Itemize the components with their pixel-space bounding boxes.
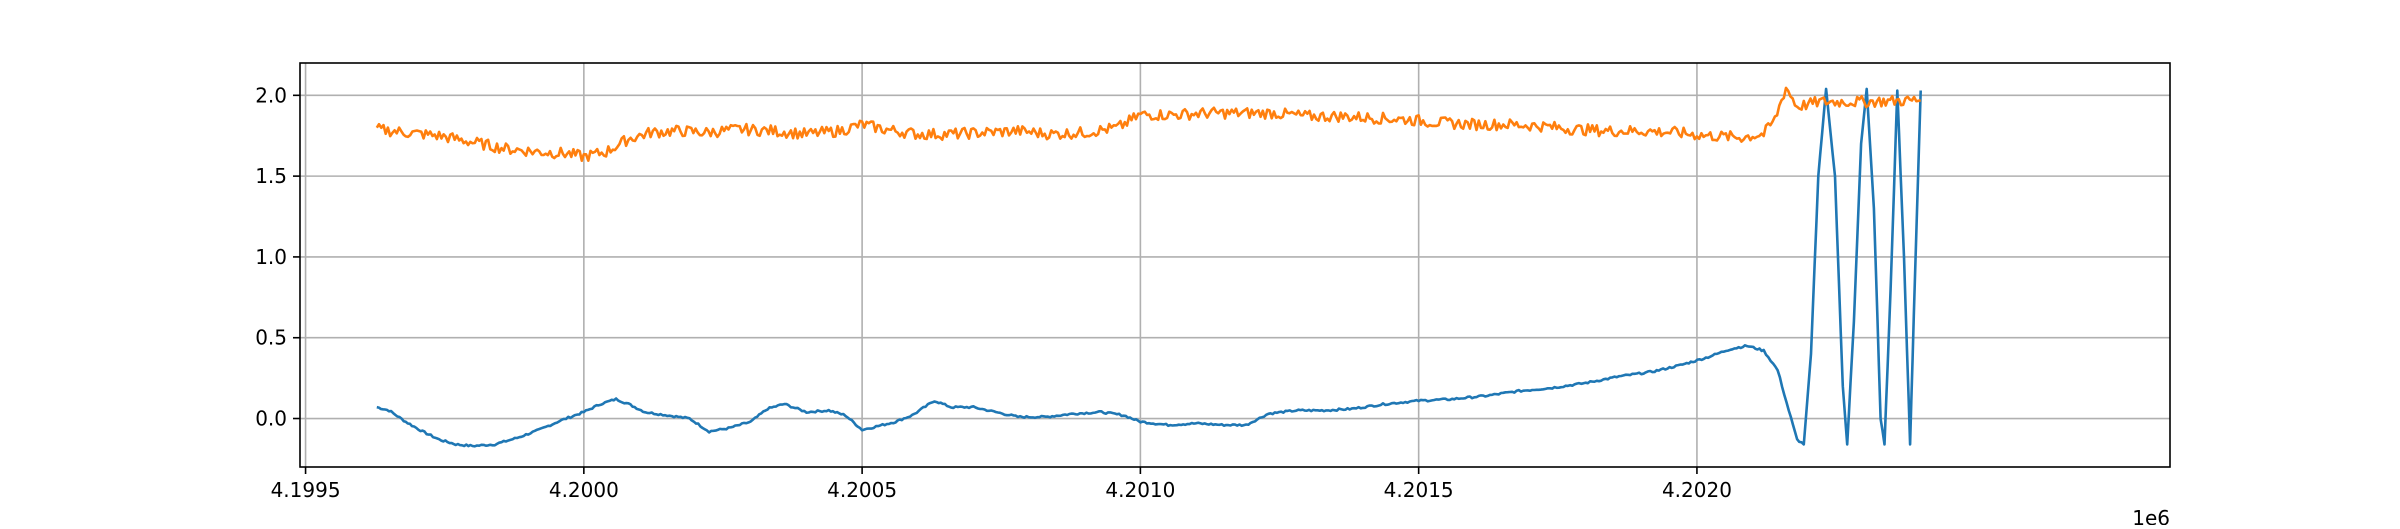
y-tick-label: 0.5 [255,326,287,350]
x-tick-label: 4.2010 [1105,478,1175,502]
axis-ticks: 4.1995 4.2000 4.2005 4.2010 4.2015 4.2020 0.0 0… [255,83,1732,502]
x-tick-label: 4.2005 [827,478,897,502]
axes-frame [299,62,2171,468]
grid [300,63,2170,467]
x-tick-label: 4.2000 [549,478,619,502]
y-tick-label: 1.0 [255,245,287,269]
x-tick-label: 4.2015 [1384,478,1454,502]
x-axis-offset-label: 1e6 [2132,506,2170,525]
y-tick-label: 0.0 [255,407,287,431]
plot-area [375,86,1922,448]
x-tick-label: 4.2020 [1662,478,1732,502]
series-line-1 [376,87,1922,448]
y-tick-label: 2.0 [255,83,287,107]
series-line-2 [375,86,1922,162]
y-tick-label: 1.5 [255,164,287,188]
x-tick-label: 4.1995 [271,478,341,502]
